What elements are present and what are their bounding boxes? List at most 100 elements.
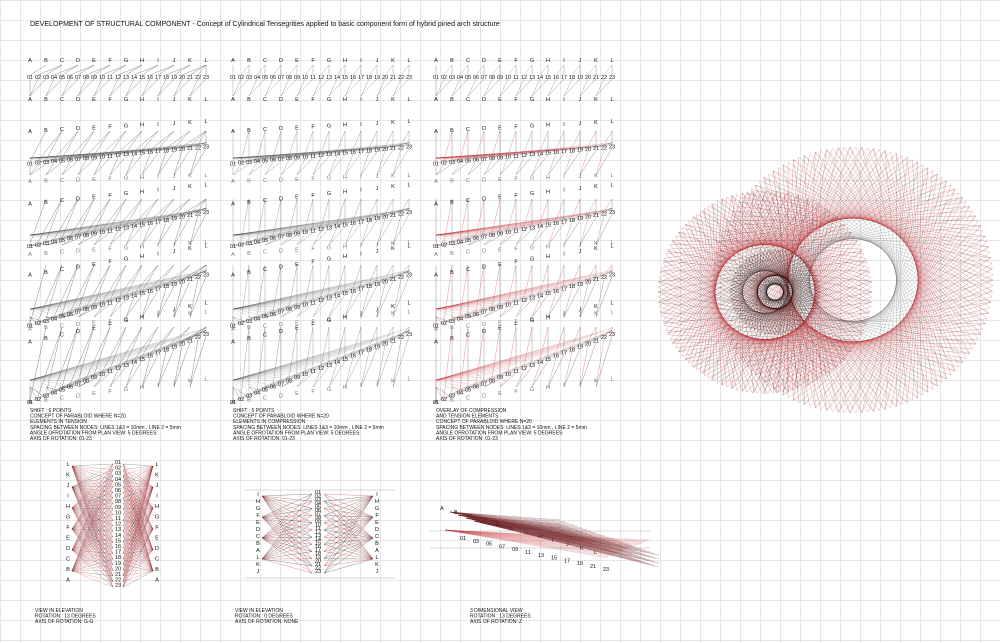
strut bbox=[280, 159, 298, 176]
node-letter: H bbox=[140, 316, 144, 322]
node-number: 10 bbox=[99, 230, 105, 236]
strut bbox=[197, 142, 207, 148]
node-letter: H bbox=[546, 123, 550, 129]
strut bbox=[435, 304, 493, 310]
strut bbox=[29, 379, 63, 384]
strut bbox=[122, 465, 154, 577]
node-number: 06 bbox=[67, 236, 73, 242]
node-letter: J bbox=[566, 542, 569, 548]
strut bbox=[587, 64, 597, 76]
strut bbox=[435, 232, 493, 236]
strut bbox=[71, 465, 114, 554]
node-number: 21 bbox=[593, 338, 599, 344]
strut bbox=[264, 78, 282, 97]
strut bbox=[467, 161, 477, 176]
node-letter: F bbox=[311, 176, 315, 182]
strut bbox=[261, 495, 313, 559]
strut bbox=[804, 206, 970, 405]
node-letter: J bbox=[173, 242, 176, 248]
node-letter: D bbox=[279, 329, 283, 335]
strut bbox=[595, 148, 613, 176]
node-number: 21 bbox=[390, 338, 396, 344]
strut bbox=[280, 78, 298, 97]
strut bbox=[71, 508, 114, 530]
node-number: 22 bbox=[195, 145, 201, 151]
view-caption: ROTATION : 0 DEGREES bbox=[235, 614, 294, 620]
strut bbox=[579, 150, 589, 176]
strut bbox=[232, 302, 298, 310]
strut bbox=[189, 198, 207, 214]
strut bbox=[173, 150, 183, 176]
strut bbox=[320, 64, 330, 76]
node-letter: K bbox=[188, 174, 192, 180]
strut bbox=[29, 144, 207, 159]
strut bbox=[71, 486, 114, 560]
strut bbox=[232, 316, 242, 326]
strut bbox=[122, 465, 154, 498]
strut bbox=[122, 465, 154, 554]
strut bbox=[122, 465, 154, 515]
strut bbox=[122, 465, 154, 560]
strut bbox=[232, 306, 282, 310]
strut bbox=[122, 528, 154, 543]
node-letter: B bbox=[66, 567, 70, 573]
strut bbox=[141, 78, 159, 97]
node-letter: K bbox=[188, 184, 192, 190]
strut bbox=[173, 264, 191, 282]
strut bbox=[71, 465, 114, 470]
node-number: 02 bbox=[238, 242, 244, 248]
strut bbox=[435, 379, 461, 387]
strut bbox=[71, 570, 114, 577]
strut bbox=[272, 64, 282, 76]
node-letter: E bbox=[295, 177, 299, 183]
node-letter: E bbox=[498, 391, 502, 397]
strut bbox=[873, 162, 919, 412]
strut bbox=[71, 507, 114, 582]
node-number: 16 bbox=[350, 289, 356, 295]
strut bbox=[603, 264, 613, 276]
strut bbox=[71, 465, 114, 498]
node-number: 22 bbox=[601, 212, 607, 218]
strut bbox=[579, 78, 597, 97]
panel-caption: SPACING BETWEEN NODES: LINES 1&3 = 10mm … bbox=[233, 425, 384, 431]
strut bbox=[261, 493, 313, 539]
strut bbox=[122, 503, 154, 530]
node-letter: C bbox=[466, 198, 470, 204]
node-number: 17 bbox=[561, 149, 567, 155]
node-letter: L bbox=[610, 173, 613, 179]
strut bbox=[296, 157, 314, 176]
strut bbox=[435, 295, 525, 310]
strut bbox=[197, 64, 207, 76]
node-number: 18 bbox=[569, 218, 575, 224]
strut bbox=[261, 516, 313, 567]
strut bbox=[71, 486, 114, 515]
node-number: 17 bbox=[358, 286, 364, 292]
node-number: 22 bbox=[398, 212, 404, 218]
strut bbox=[587, 326, 597, 342]
node-letter: H bbox=[546, 385, 550, 391]
strut bbox=[467, 386, 477, 389]
node-number: 22 bbox=[398, 145, 404, 151]
strut bbox=[657, 250, 863, 293]
node-letter: A bbox=[231, 129, 235, 135]
node-letter: I bbox=[360, 58, 362, 64]
node-letter: L bbox=[66, 462, 69, 468]
strut bbox=[232, 230, 298, 236]
node-letter: J bbox=[376, 174, 379, 180]
strut bbox=[444, 529, 615, 555]
node-number: 23 bbox=[203, 273, 209, 279]
strut bbox=[248, 316, 266, 319]
node-number: 11 bbox=[107, 75, 113, 81]
node-letter: E bbox=[92, 125, 96, 131]
strut bbox=[587, 270, 613, 282]
strut bbox=[261, 558, 313, 574]
strut bbox=[240, 264, 250, 322]
panel-caption: ELEMENTS IN TENSION bbox=[30, 419, 87, 425]
strut bbox=[71, 507, 114, 560]
strut bbox=[261, 501, 313, 518]
node-letter: I bbox=[360, 383, 362, 389]
strut bbox=[93, 304, 111, 318]
panel-caption: AXIS OF ROTATION: 01-23 bbox=[233, 436, 295, 442]
node-number: 13 bbox=[123, 75, 129, 81]
node-letter: F bbox=[108, 389, 112, 395]
